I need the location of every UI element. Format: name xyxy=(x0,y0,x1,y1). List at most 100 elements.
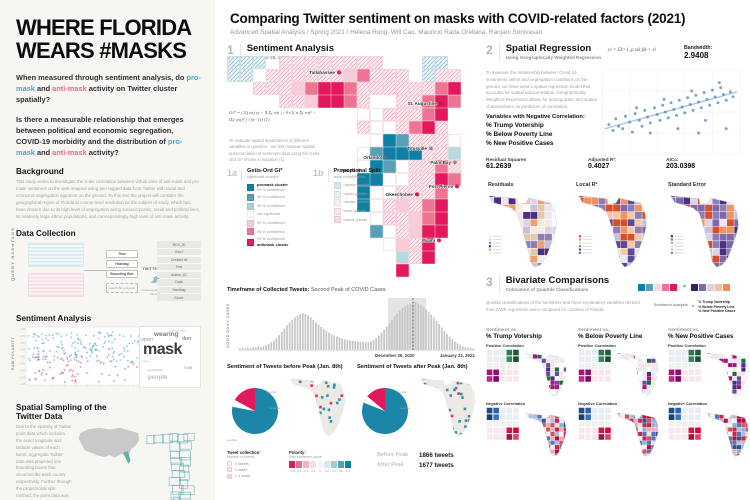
neg-var-cases: % New Positive Cases xyxy=(486,139,554,147)
col-title-var: % Below Poverty Line xyxy=(578,333,643,340)
wordcloud-word: wearing xyxy=(154,331,179,339)
negative-correlation-map xyxy=(525,413,567,457)
section-3-header: 3 Bivariate Comparisons Colocation of Qu… xyxy=(486,275,609,292)
positive-correlation-grid xyxy=(486,349,520,383)
legend-title: Getis-Ord Gi* xyxy=(247,168,283,174)
svg-text:-1.00: -1.00 xyxy=(20,384,26,387)
col-title-pre: Sentiment vs. xyxy=(668,328,700,333)
city-label-palm-bay: Palm Bay xyxy=(430,160,451,165)
after-peak-pie xyxy=(362,388,408,434)
positive-correlation-map xyxy=(525,353,567,397)
legend-subtitle: significant clusters xyxy=(247,174,279,179)
pie-label-negative: negative xyxy=(399,406,411,410)
svg-text:0.25: 0.25 xyxy=(20,349,25,352)
wordcloud-word: many xyxy=(142,359,150,364)
before-peak-title: Sentiment of Tweets before Peak (Jan. 8t… xyxy=(227,364,343,370)
bivariate-legend-labels: Sentiment Analysis × % Trump Votership% … xyxy=(654,300,736,314)
histogram-canvas xyxy=(239,298,475,351)
svg-text:-0.25: -0.25 xyxy=(20,363,26,366)
cross-symbol: × xyxy=(691,303,695,308)
explanatory-swatches xyxy=(690,278,731,296)
svg-text:0.75: 0.75 xyxy=(20,335,25,338)
stat-value: 61.2639 xyxy=(486,163,512,170)
col-title-pre: Sentiment vs. xyxy=(578,328,610,333)
data-collection-diagram: QUERY HASHTAGS Time Hashtag Bounding Box… xyxy=(10,227,201,305)
negative-correlation-label: Negative Correlation xyxy=(578,401,618,406)
bandwidth-value: 2.9408 xyxy=(684,51,709,60)
before-peak-panel: Sentiment of Tweets before Peak (Jan. 8t… xyxy=(227,364,347,448)
after-peak-title: Sentiment of Tweets after Peak (Jan. 8th… xyxy=(357,364,468,370)
tweet-count-legend: Tweet collection: Number of tweets 0 twe… xyxy=(227,450,285,480)
research-question-2: Is there a measurable relationship that … xyxy=(16,114,184,158)
florida-highlight xyxy=(122,451,131,465)
city-label-st-augustine: St. Augustine xyxy=(408,101,438,106)
section-number: 3 xyxy=(486,275,500,292)
legend-subtitle: Number of tweets xyxy=(227,455,255,459)
city-label-miami: Miami xyxy=(422,238,435,243)
connector-line xyxy=(84,270,106,272)
research-question-1: When measured through sentiment analysis… xyxy=(16,72,201,104)
wordcloud-word: open xyxy=(141,337,154,344)
stat-label: Residual Squares xyxy=(486,158,527,163)
endpoint-note: search All end-point xyxy=(106,283,138,294)
timeframe-caption: Timeframe of Collected Tweets: Second Pe… xyxy=(227,287,386,293)
section-subtitle: Colocation of Quantile Classifications xyxy=(505,286,589,292)
field-author-id: Author_ID xyxy=(157,271,201,279)
legend-subtitle: Raw sentiment score xyxy=(289,455,322,459)
histogram-ylabel: COVID DAILY CASES xyxy=(226,303,230,348)
stat-value: 0.4027 xyxy=(588,163,610,170)
legend-title: Proportional Split xyxy=(333,168,381,174)
main-title: Comparing Twitter sentiment on masks wit… xyxy=(230,11,686,26)
legend-proportional-split: 1b Proportional Split areal redistributi… xyxy=(313,168,381,224)
sections-2-3: 2 Spatial Regression Using Geographicall… xyxy=(486,0,749,500)
positive-correlation-grid xyxy=(668,349,702,383)
pie-label-neutral: neutral xyxy=(267,390,277,394)
residuals-map xyxy=(488,195,557,268)
before-peak-count-value: 1866 tweets xyxy=(419,452,454,459)
main-subtitle: Advanced Spatial Analysis / Spring 2021 … xyxy=(230,29,543,36)
city-label-fort-pierce: Fort Pierce xyxy=(429,184,453,189)
pie-label-neutral: neutral xyxy=(397,390,407,394)
polarity-scatter-plot: 1.00 0.75 0.50 0.25 0.00 -0.25 -0.50 -0.75 -1.00 xyxy=(20,327,144,387)
wordcloud-word: wearAMask xyxy=(147,368,163,373)
twitter-api-label: TWITTER API xyxy=(142,267,168,272)
neg-corr-label: Variables with Negative Correlation: xyxy=(486,114,585,120)
polarity-color-scale: -1.0 -0.8 -0.5 -0.2 0 0.2 0.5 0.8 1.0 xyxy=(289,461,351,473)
antimask-tweet-sample-block xyxy=(28,273,84,298)
param-time: Time xyxy=(106,250,138,259)
field-box-id: BOX_ID xyxy=(157,241,201,248)
us-map xyxy=(78,428,140,465)
query-hashtags-label: QUERY HASHTAGS xyxy=(10,227,15,282)
promask-tweet-sample-block xyxy=(28,243,84,268)
local-r2-map xyxy=(578,195,647,268)
standard-error-map-title: Standard Error xyxy=(668,182,707,188)
negative-correlation-map xyxy=(617,413,659,457)
negative-correlation-grid xyxy=(578,407,612,441)
svg-text:-0.50: -0.50 xyxy=(20,370,26,373)
col-title-var: % Trump Votership xyxy=(486,333,542,340)
pie-label-negative: negative xyxy=(269,406,281,410)
section-number: 2 xyxy=(486,43,500,60)
after-peak-count-value: 1677 tweets xyxy=(419,462,454,469)
after-peak-panel: Sentiment of Tweets after Peak (Jan. 8th… xyxy=(357,364,477,448)
section-number: 1 xyxy=(227,43,241,60)
gwr-equation: yi = Σk=1..p xik βk + εi xyxy=(608,48,656,53)
wordcloud-word: Florida xyxy=(172,328,186,334)
developer-account-label: Academic Developer Account xyxy=(141,288,169,297)
positive-correlation-map xyxy=(707,353,749,397)
after-peak-map xyxy=(420,378,475,436)
after-peak-count-label: After Peak xyxy=(377,462,404,468)
wordcloud-word-mask: mask xyxy=(143,341,182,359)
cross-symbol: × xyxy=(683,284,686,290)
section-subtitle: Using Geographically Weighted Regression xyxy=(505,54,602,60)
section-2-body: To measure the relationship between Covi… xyxy=(486,70,597,110)
negative-correlation-grid xyxy=(668,407,702,441)
svg-text:1.00: 1.00 xyxy=(20,328,25,331)
section-1-note: To evaluate spatial dependence of differ… xyxy=(229,138,321,162)
param-hashtag: Hashtag xyxy=(106,260,138,269)
pie-label-positive: positive xyxy=(227,438,238,442)
local-r2-map-title: Local R² xyxy=(576,182,598,188)
polarity-scale-legend: Polarity: Raw sentiment score -1.0 -0.8 -0… xyxy=(289,450,351,473)
wordcloud-word: now xyxy=(184,365,193,371)
